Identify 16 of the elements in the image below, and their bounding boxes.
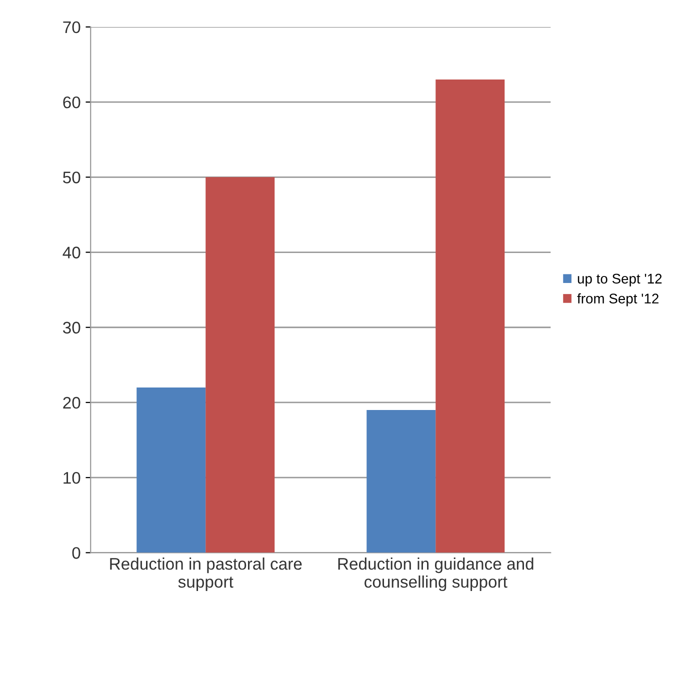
y-tick-label: 50 [63,172,80,184]
bar [436,80,505,553]
x-tick-label: Reduction in pastoral care support [110,558,302,592]
legend-label: from Sept '12 [577,293,658,306]
legend-label: up to Sept '12 [578,274,662,286]
y-tick-label: 10 [64,472,80,484]
x-tick-label: Reduction in guidance and counselling support [338,558,534,592]
bar [136,387,206,553]
y-tick-label: 70 [63,21,80,34]
y-tick-label: 20 [63,396,80,409]
y-tick-label: 0 [72,547,80,559]
y-tick-label: 40 [62,246,80,258]
y-tick-label: 60 [63,96,80,108]
bar [366,410,436,553]
bar [206,177,275,553]
y-tick-label: 30 [62,322,80,334]
